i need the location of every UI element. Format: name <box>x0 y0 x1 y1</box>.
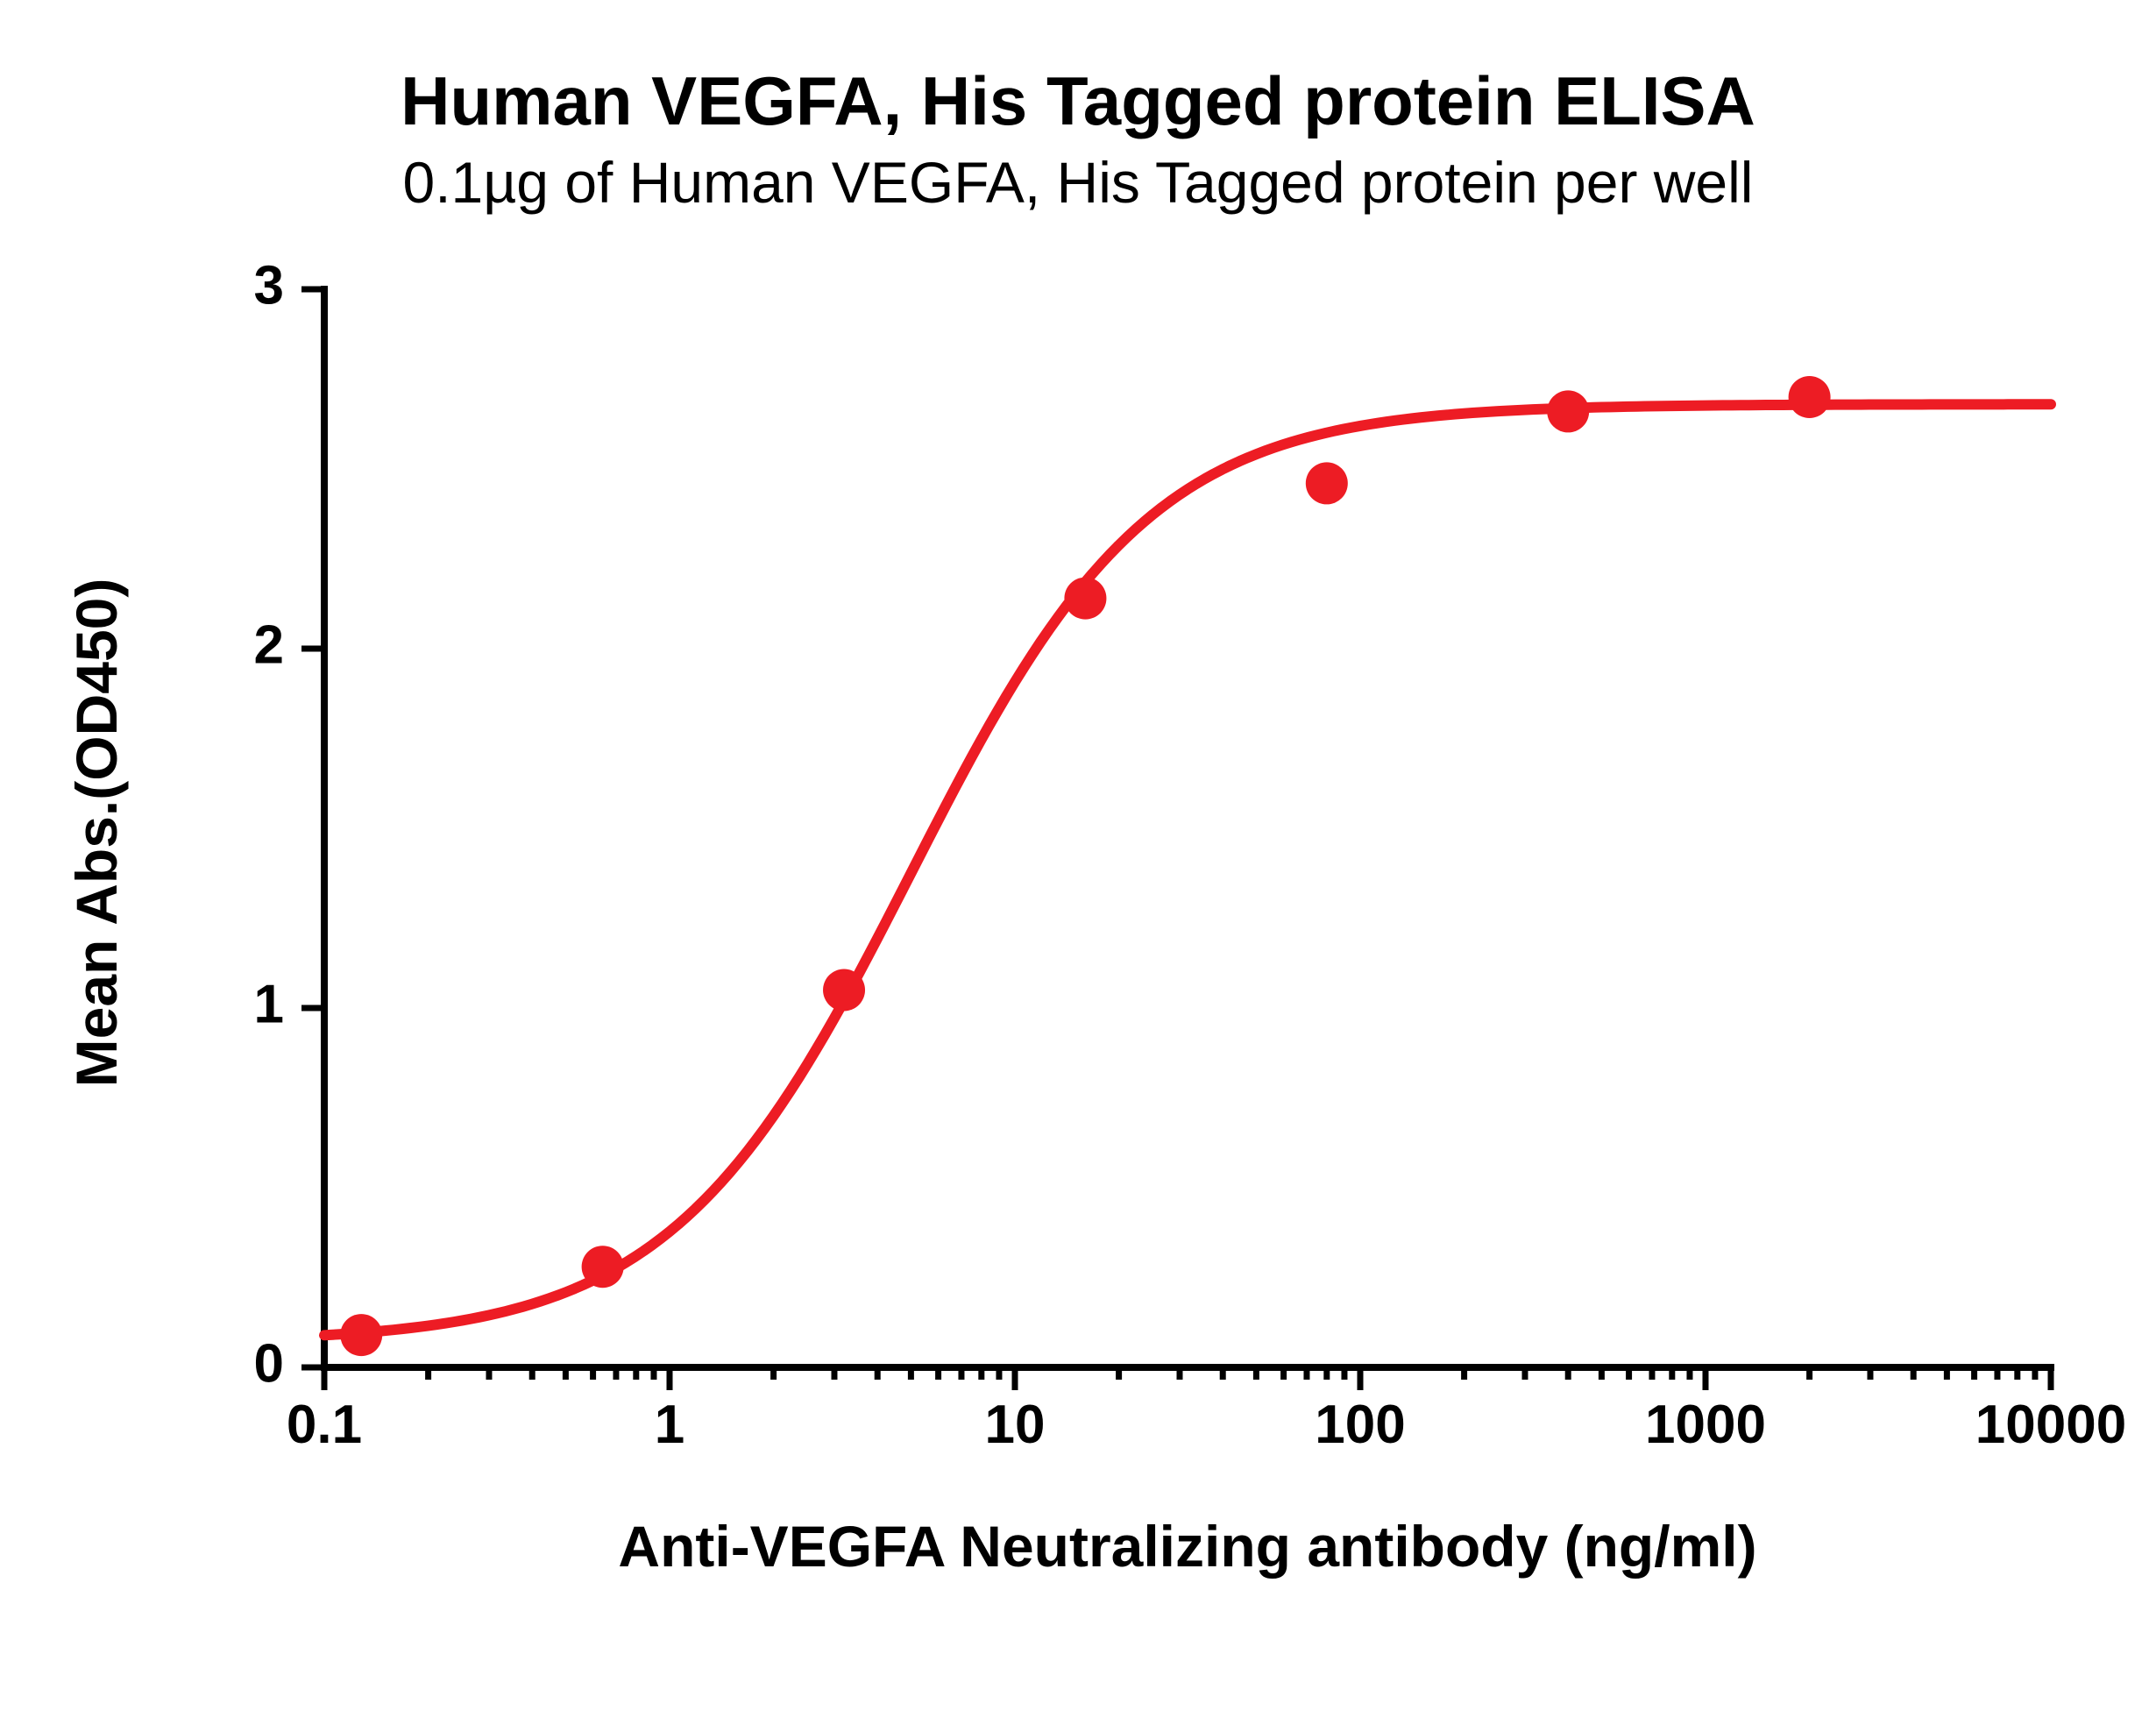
data-point <box>1064 578 1106 620</box>
elisa-figure: Human VEGFA, His Tagged protein ELISA 0.… <box>0 0 2156 1725</box>
data-point <box>1789 376 1831 418</box>
x-tick-label: 10 <box>985 1395 1046 1455</box>
y-axis-label: Mean Abs.(OD450) <box>63 294 130 1372</box>
data-point <box>340 1314 382 1356</box>
x-tick-label: 1000 <box>1645 1395 1766 1455</box>
data-point <box>582 1246 624 1288</box>
x-axis-label: Anti-VEGFA Neutralizing antibody (ng/ml) <box>324 1513 2051 1579</box>
y-tick-label: 1 <box>254 974 284 1034</box>
x-tick-label: 1 <box>655 1395 684 1455</box>
data-point <box>823 969 865 1012</box>
y-tick-label: 0 <box>254 1333 284 1394</box>
data-point <box>1547 390 1589 432</box>
y-tick-label: 3 <box>254 255 284 316</box>
fit-curve <box>324 404 2051 1335</box>
x-tick-label: 10000 <box>1975 1395 2126 1455</box>
x-tick-label: 0.1 <box>287 1395 362 1455</box>
x-tick-label: 100 <box>1315 1395 1405 1455</box>
data-point <box>1306 462 1348 504</box>
y-tick-label: 2 <box>254 614 284 675</box>
plot-svg: 0 1 2 3 0.1 1 10 100 1000 10000 <box>0 0 2156 1725</box>
